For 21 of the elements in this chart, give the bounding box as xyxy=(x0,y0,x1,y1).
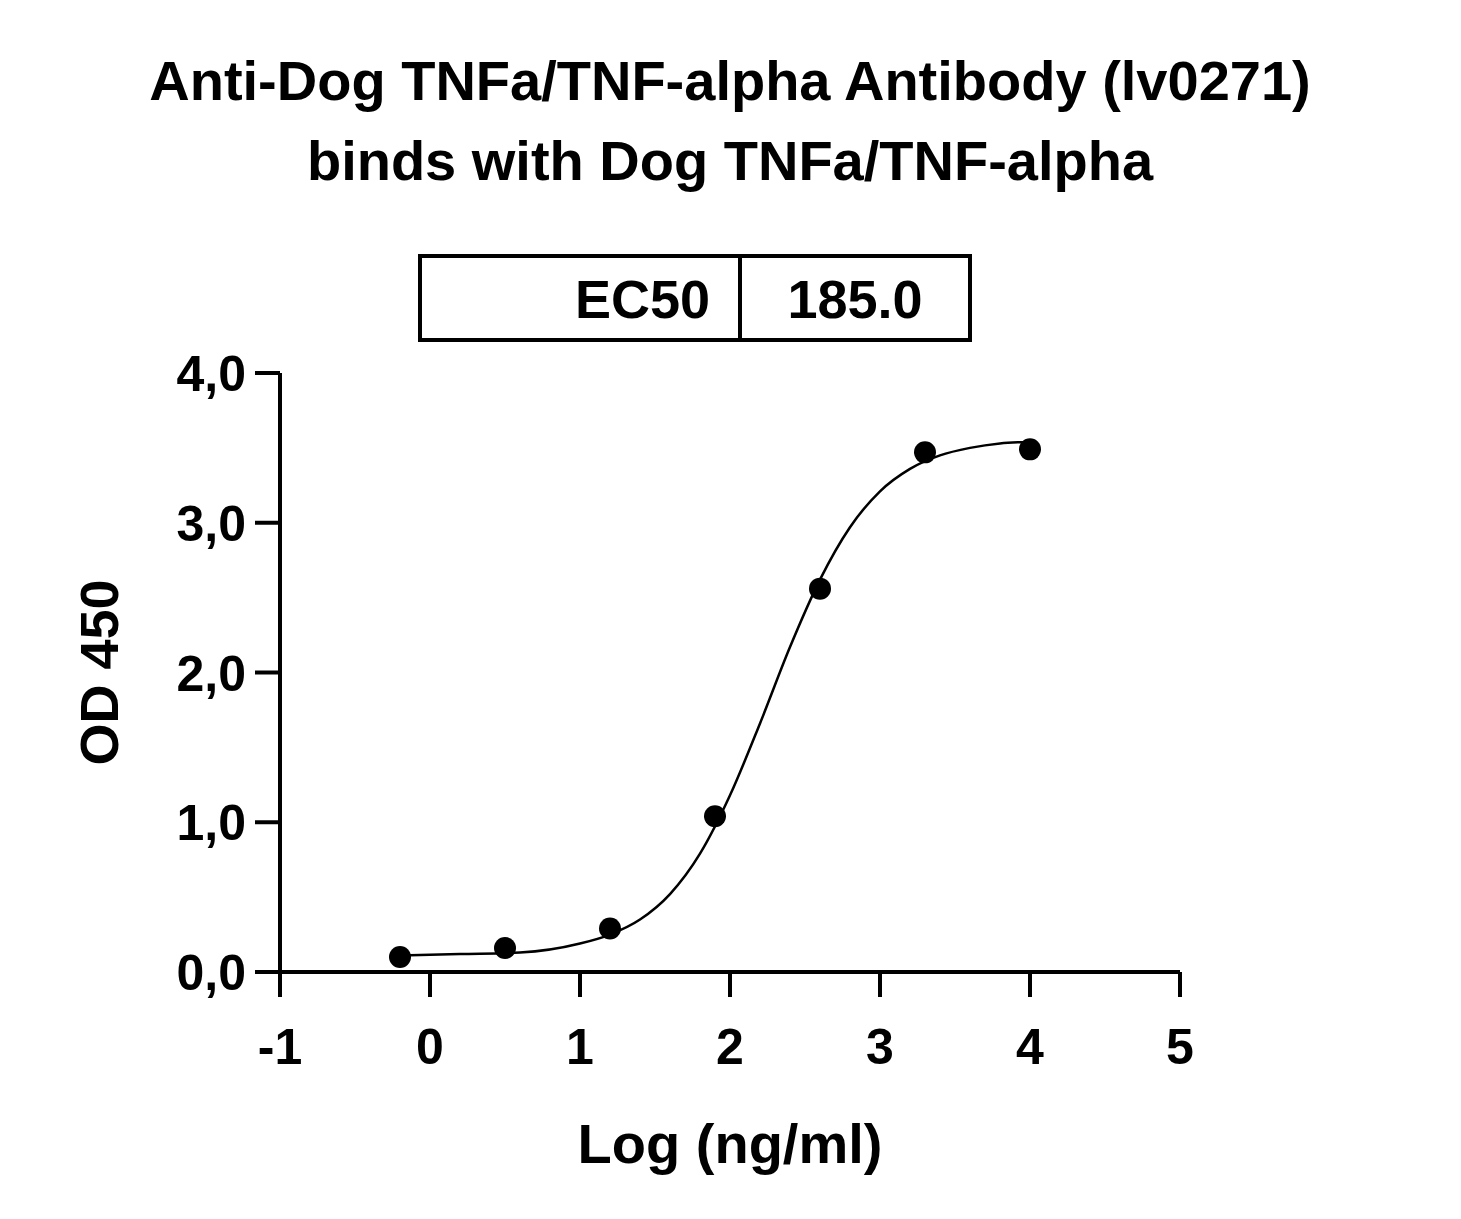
x-tick-label: -1 xyxy=(257,1019,303,1075)
y-tick-label: 1,0 xyxy=(176,795,246,852)
x-tick-label: 5 xyxy=(1166,1019,1194,1075)
chart-title: Anti-Dog TNFa/TNF-alpha Antibody (lv0271) binds with Dog TNFa/TNF-alpha xyxy=(149,49,1311,192)
text: 185.0 xyxy=(787,269,923,329)
x-axis-title: Log (ng/ml) xyxy=(577,1112,883,1175)
y-tick-label: 3,0 xyxy=(176,495,246,552)
x-tick-label: 3 xyxy=(866,1019,894,1075)
x-tick-label: 2 xyxy=(716,1019,744,1075)
point xyxy=(914,441,936,464)
x-tick-label: 4 xyxy=(1016,1019,1045,1075)
x-tick-label: 1 xyxy=(566,1019,594,1075)
point xyxy=(389,946,411,969)
y-tick-label: 2,0 xyxy=(176,645,246,702)
point xyxy=(1019,438,1041,461)
y-axis-title: OD 450 xyxy=(69,579,129,766)
point xyxy=(494,937,516,960)
x-tick-label: 0 xyxy=(416,1019,444,1075)
text: EC50 xyxy=(574,269,710,329)
y-tick-label: 0,0 xyxy=(176,945,246,1001)
y-tick-label: 4,0 xyxy=(176,346,246,402)
